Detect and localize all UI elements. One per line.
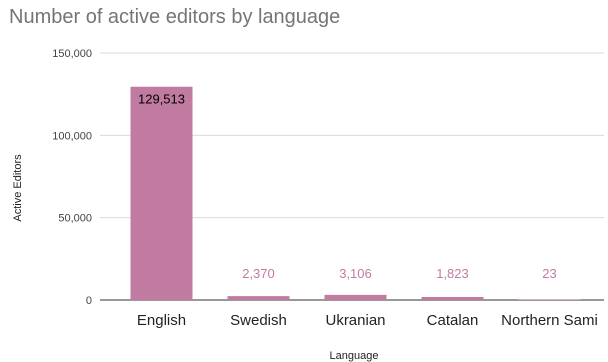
data-label: 3,106 <box>339 266 372 281</box>
y-tick-label: 150,000 <box>52 48 92 60</box>
y-axis-title: Active Editors <box>12 154 24 222</box>
x-axis-title: Language <box>330 350 379 362</box>
x-tick-label: Catalan <box>427 312 479 329</box>
data-label: 1,823 <box>436 266 469 281</box>
y-axis-ticks: 0 50,000 100,000 150,000 <box>52 48 92 307</box>
bar <box>518 299 581 300</box>
data-label: 2,370 <box>242 266 275 281</box>
data-labels: 129,513 2,370 3,106 1,823 23 <box>138 92 557 281</box>
chart-title: Number of active editors by language <box>9 6 341 28</box>
bar <box>324 294 387 300</box>
bar <box>130 86 193 300</box>
bars <box>130 86 581 300</box>
x-tick-label: Swedish <box>230 312 287 329</box>
x-axis-categories: English Swedish Ukranian Catalan Northern Sa… <box>137 312 598 329</box>
bar <box>227 296 290 300</box>
data-label: 129,513 <box>138 92 185 107</box>
bar <box>421 296 484 300</box>
x-tick-label: English <box>137 312 186 329</box>
x-tick-label: Ukranian <box>325 312 385 329</box>
y-tick-label: 50,000 <box>58 213 92 225</box>
data-label: 23 <box>542 266 556 281</box>
y-tick-label: 100,000 <box>52 130 92 142</box>
y-tick-label: 0 <box>86 295 92 307</box>
x-tick-label: Northern Sami <box>501 312 598 329</box>
